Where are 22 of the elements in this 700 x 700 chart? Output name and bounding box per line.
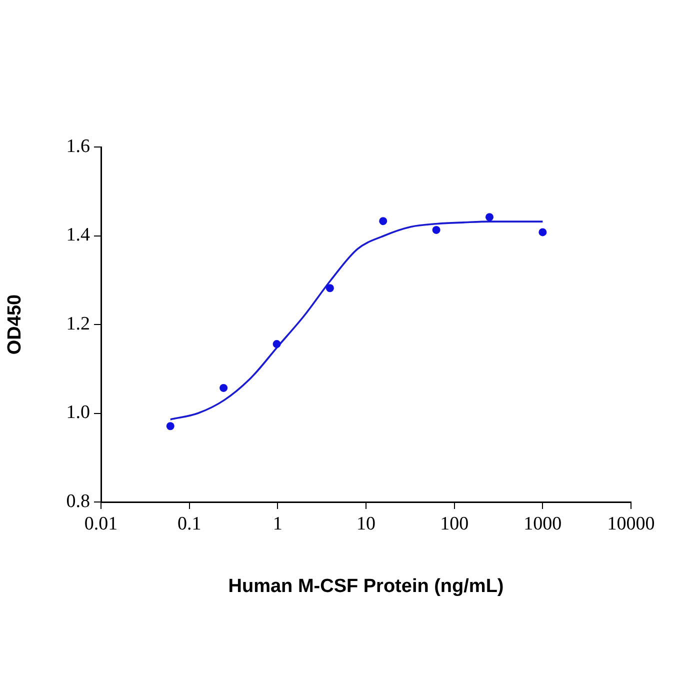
point bbox=[166, 422, 174, 430]
point bbox=[485, 213, 494, 222]
y-tick-label: 1.0 bbox=[66, 402, 90, 424]
x-tick-label: 100 bbox=[440, 513, 469, 534]
point bbox=[272, 340, 281, 348]
y-tick-label: 1.2 bbox=[66, 313, 90, 334]
point bbox=[220, 384, 228, 392]
point bbox=[326, 284, 334, 292]
x-tick-label: 0.01 bbox=[84, 513, 118, 534]
x-tick-label: 1 bbox=[272, 513, 282, 534]
y-tick-label: 1.6 bbox=[66, 136, 90, 157]
y-tick-label: 0.8 bbox=[66, 490, 90, 512]
x-tick-label: 10000 bbox=[607, 513, 655, 534]
x-axis-title: Human M-CSF Protein (ng/mL) bbox=[228, 576, 504, 597]
y-tick-label: 1.4 bbox=[66, 224, 90, 246]
point bbox=[538, 228, 547, 236]
x-tick-label: 0.1 bbox=[177, 513, 202, 534]
x-tick-label: 1000 bbox=[524, 513, 562, 534]
point bbox=[379, 217, 388, 226]
point bbox=[432, 226, 440, 234]
x-tick-label: 10 bbox=[356, 513, 376, 534]
y-axis-title: OD450 bbox=[4, 294, 26, 355]
